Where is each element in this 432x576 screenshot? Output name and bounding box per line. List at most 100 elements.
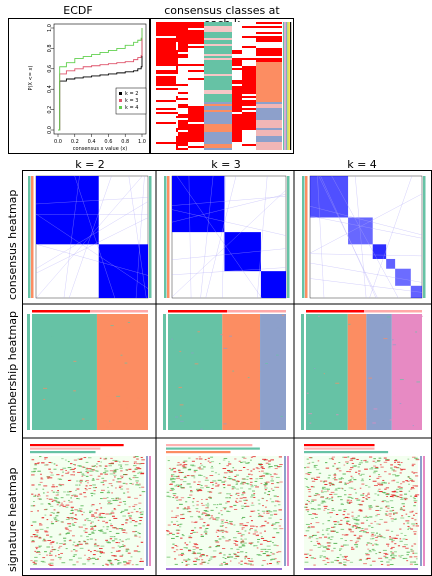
signature-cell — [313, 508, 317, 510]
membership-noise — [416, 381, 420, 383]
signature-cell — [415, 523, 418, 525]
signature-cell — [307, 553, 310, 555]
signature-cell — [110, 525, 114, 527]
membership-noise — [99, 388, 102, 390]
signature-cell — [100, 473, 103, 475]
signature-cell — [340, 477, 343, 479]
signature-cell — [192, 498, 195, 500]
signature-cell — [117, 559, 120, 561]
signature-cell — [225, 540, 230, 542]
signature-cell — [40, 503, 44, 505]
signature-cell — [189, 516, 194, 518]
signature-cell — [190, 464, 195, 466]
membership-noise — [171, 338, 173, 340]
class-cell — [232, 48, 242, 50]
membership-noise — [389, 419, 393, 421]
signature-cell — [413, 514, 415, 516]
signature-cell — [73, 554, 77, 556]
signature-cell — [399, 464, 401, 466]
class-cell — [178, 76, 188, 78]
signature-cell — [351, 546, 354, 548]
class-cell — [188, 26, 204, 28]
signature-cell — [306, 499, 309, 501]
class-cell — [232, 128, 242, 130]
signature-cell — [54, 518, 58, 520]
signature-cell — [188, 537, 193, 539]
signature-cell — [225, 502, 228, 504]
signature-cell — [98, 529, 102, 531]
signature-cell — [243, 542, 247, 544]
signature-cell — [319, 545, 324, 547]
class-cell — [204, 42, 232, 44]
signature-cell — [78, 526, 83, 528]
signature-cell — [94, 558, 98, 560]
signature-cell — [200, 502, 203, 504]
signature-cell — [45, 508, 48, 510]
signature-cell — [385, 459, 390, 461]
signature-cell — [313, 557, 317, 559]
class-cell — [242, 148, 256, 150]
signature-cell — [118, 542, 121, 544]
signature-cell — [368, 525, 371, 527]
class-cell — [204, 100, 232, 102]
signature-cell — [241, 527, 245, 529]
signature-cell — [210, 461, 215, 463]
signature-cell — [369, 538, 374, 540]
signature-cell — [138, 533, 141, 535]
signature-cell — [388, 513, 392, 515]
signature-cell — [204, 513, 208, 515]
membership-noise — [335, 382, 340, 384]
signature-cell — [315, 493, 319, 495]
signature-cell — [176, 496, 179, 498]
class-cell — [232, 62, 242, 64]
signature-cell — [307, 527, 311, 529]
class-cell — [176, 22, 178, 24]
class-cell — [256, 124, 282, 126]
signature-cell — [372, 537, 375, 539]
signature-cell — [403, 497, 407, 499]
signature-cell — [314, 495, 317, 497]
class-cell — [256, 134, 282, 136]
signature-cell — [399, 483, 403, 485]
signature-cell — [197, 467, 201, 469]
signature-cell — [393, 555, 397, 557]
signature-cell — [367, 497, 371, 499]
membership-noise — [368, 377, 372, 379]
class-cell — [204, 148, 232, 150]
signature-cell — [368, 508, 372, 510]
class-cell — [156, 30, 176, 32]
class-cell — [204, 114, 232, 116]
class-cell — [232, 86, 242, 88]
signature-cell — [207, 460, 210, 462]
signature-cell — [193, 543, 198, 545]
signature-cell — [242, 483, 245, 485]
signature-cell — [136, 545, 139, 547]
consensus-gridline — [35, 243, 149, 276]
consensus-gridline — [63, 175, 80, 299]
signature-cell — [173, 523, 176, 525]
signature-cell — [266, 522, 270, 524]
class-cell — [176, 74, 178, 76]
signature-cell — [278, 456, 282, 458]
signature-cell — [314, 478, 318, 480]
class-cell — [256, 72, 282, 74]
signature-cell — [85, 543, 89, 545]
signature-cell — [100, 553, 102, 555]
signature-cell — [224, 530, 227, 532]
signature-cell — [251, 502, 254, 504]
signature-cell — [62, 471, 64, 473]
class-cell — [188, 70, 204, 72]
signature-cell — [198, 516, 201, 518]
signature-cell — [185, 544, 189, 546]
signature-cell — [361, 528, 364, 530]
signature-cell — [328, 482, 332, 484]
class-cell — [178, 144, 188, 146]
signature-cell — [187, 550, 192, 552]
membership-noise — [100, 314, 103, 316]
class-cell — [178, 142, 188, 144]
signature-cell — [31, 484, 35, 486]
signature-cell — [98, 514, 102, 516]
signature-cell — [56, 504, 59, 506]
membership-noise — [306, 392, 309, 394]
class-cell — [156, 36, 176, 38]
